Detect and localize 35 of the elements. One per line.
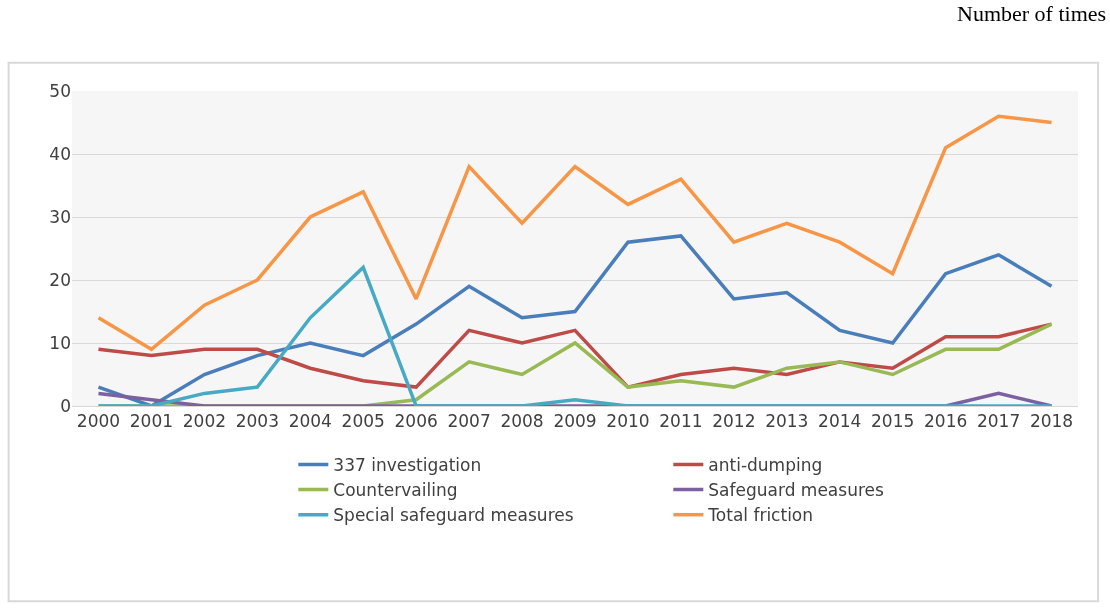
x-tick-label: 2003 <box>235 411 279 432</box>
x-tick-label: 2018 <box>1029 411 1074 432</box>
y-tick-label: 0 <box>60 395 71 416</box>
legend-label: Safeguard measures <box>708 480 884 501</box>
x-tick-label: 2009 <box>553 411 597 432</box>
x-tick-label: 2000 <box>76 411 121 432</box>
x-tick-label: 2013 <box>765 411 809 432</box>
x-tick-label: 2011 <box>659 411 703 432</box>
legend-label: Special safeguard measures <box>333 505 574 526</box>
x-tick-label: 2004 <box>288 411 332 432</box>
line-series <box>96 234 1054 406</box>
x-tick-label: 2012 <box>712 411 756 432</box>
y-tick-label: 20 <box>49 269 71 290</box>
x-tick-label: 2010 <box>606 411 650 432</box>
x-tick-label: 2014 <box>818 411 862 432</box>
x-tick-label: 2008 <box>500 411 544 432</box>
x-tick-label: 2015 <box>871 411 915 432</box>
y-axis-title: Number of times <box>957 1 1107 26</box>
x-tick-label: 2006 <box>394 411 438 432</box>
y-tick-label: 40 <box>49 143 71 164</box>
x-tick-label: 2005 <box>341 411 385 432</box>
y-tick-label: 30 <box>49 206 71 227</box>
x-tick-label: 2016 <box>924 411 968 432</box>
y-tick-label: 50 <box>49 80 71 101</box>
line-series <box>96 114 1054 352</box>
legend-label: Total friction <box>707 505 814 526</box>
x-tick-label: 2017 <box>976 411 1021 432</box>
legend-label: Countervailing <box>333 480 458 501</box>
line-series <box>96 265 1054 406</box>
x-tick-label: 2002 <box>182 411 226 432</box>
x-tick-label: 2001 <box>129 411 174 432</box>
x-tick-label: 2007 <box>447 411 491 432</box>
y-tick-label: 10 <box>49 332 71 353</box>
legend-label: 337 investigation <box>333 455 482 476</box>
legend-label: anti-dumping <box>708 455 823 476</box>
